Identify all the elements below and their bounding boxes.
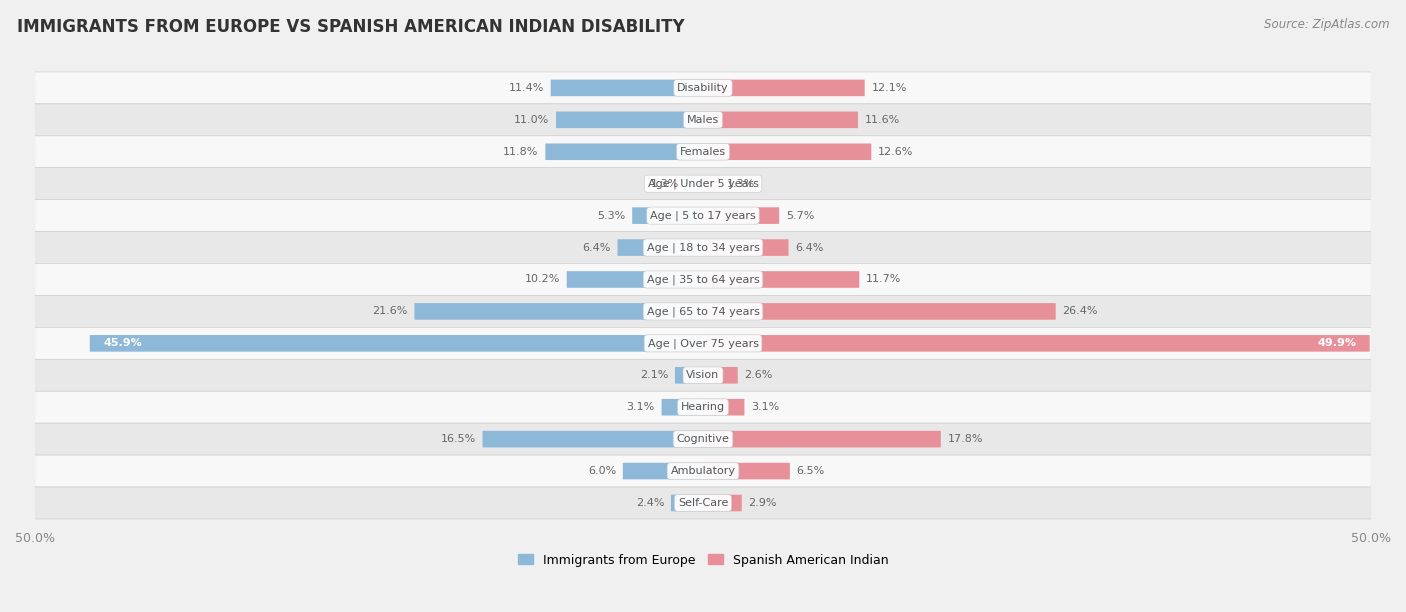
- Text: Age | 65 to 74 years: Age | 65 to 74 years: [647, 306, 759, 316]
- Text: Males: Males: [688, 115, 718, 125]
- FancyBboxPatch shape: [35, 455, 1371, 487]
- Text: 5.7%: 5.7%: [786, 211, 814, 220]
- Text: Age | 18 to 34 years: Age | 18 to 34 years: [647, 242, 759, 253]
- FancyBboxPatch shape: [662, 399, 703, 416]
- Text: Age | Under 5 years: Age | Under 5 years: [648, 179, 758, 189]
- FancyBboxPatch shape: [703, 176, 720, 192]
- FancyBboxPatch shape: [35, 72, 1371, 104]
- FancyBboxPatch shape: [415, 303, 703, 319]
- Text: 6.4%: 6.4%: [582, 242, 610, 253]
- Text: 2.6%: 2.6%: [744, 370, 773, 380]
- FancyBboxPatch shape: [703, 367, 738, 384]
- FancyBboxPatch shape: [703, 494, 742, 511]
- FancyBboxPatch shape: [703, 271, 859, 288]
- FancyBboxPatch shape: [703, 80, 865, 96]
- Text: Ambulatory: Ambulatory: [671, 466, 735, 476]
- FancyBboxPatch shape: [35, 136, 1371, 168]
- Text: Age | Over 75 years: Age | Over 75 years: [648, 338, 758, 349]
- FancyBboxPatch shape: [623, 463, 703, 479]
- FancyBboxPatch shape: [703, 207, 779, 224]
- FancyBboxPatch shape: [703, 239, 789, 256]
- FancyBboxPatch shape: [703, 463, 790, 479]
- FancyBboxPatch shape: [703, 399, 744, 416]
- FancyBboxPatch shape: [35, 359, 1371, 391]
- Text: 11.7%: 11.7%: [866, 275, 901, 285]
- Text: 16.5%: 16.5%: [440, 434, 475, 444]
- Text: Age | 5 to 17 years: Age | 5 to 17 years: [650, 211, 756, 221]
- FancyBboxPatch shape: [35, 104, 1371, 136]
- FancyBboxPatch shape: [703, 431, 941, 447]
- Legend: Immigrants from Europe, Spanish American Indian: Immigrants from Europe, Spanish American…: [513, 548, 893, 572]
- Text: Vision: Vision: [686, 370, 720, 380]
- Text: 12.6%: 12.6%: [877, 147, 914, 157]
- Text: Disability: Disability: [678, 83, 728, 93]
- Text: Hearing: Hearing: [681, 402, 725, 412]
- Text: 11.4%: 11.4%: [509, 83, 544, 93]
- Text: IMMIGRANTS FROM EUROPE VS SPANISH AMERICAN INDIAN DISABILITY: IMMIGRANTS FROM EUROPE VS SPANISH AMERIC…: [17, 18, 685, 36]
- FancyBboxPatch shape: [35, 327, 1371, 359]
- FancyBboxPatch shape: [551, 80, 703, 96]
- FancyBboxPatch shape: [35, 487, 1371, 519]
- Text: 11.0%: 11.0%: [515, 115, 550, 125]
- Text: 21.6%: 21.6%: [373, 307, 408, 316]
- Text: 26.4%: 26.4%: [1063, 307, 1098, 316]
- Text: 11.8%: 11.8%: [503, 147, 538, 157]
- Text: 1.3%: 1.3%: [727, 179, 755, 188]
- FancyBboxPatch shape: [482, 431, 703, 447]
- Text: 2.1%: 2.1%: [640, 370, 668, 380]
- FancyBboxPatch shape: [35, 168, 1371, 200]
- FancyBboxPatch shape: [35, 264, 1371, 296]
- Text: 49.9%: 49.9%: [1317, 338, 1357, 348]
- FancyBboxPatch shape: [703, 335, 1369, 352]
- Text: 6.0%: 6.0%: [588, 466, 616, 476]
- FancyBboxPatch shape: [35, 296, 1371, 327]
- FancyBboxPatch shape: [35, 391, 1371, 423]
- FancyBboxPatch shape: [675, 367, 703, 384]
- Text: 45.9%: 45.9%: [103, 338, 142, 348]
- FancyBboxPatch shape: [703, 303, 1056, 319]
- Text: Self-Care: Self-Care: [678, 498, 728, 508]
- FancyBboxPatch shape: [35, 200, 1371, 231]
- FancyBboxPatch shape: [90, 335, 703, 352]
- FancyBboxPatch shape: [617, 239, 703, 256]
- Text: 1.3%: 1.3%: [651, 179, 679, 188]
- Text: Cognitive: Cognitive: [676, 434, 730, 444]
- Text: Age | 35 to 64 years: Age | 35 to 64 years: [647, 274, 759, 285]
- Text: 3.1%: 3.1%: [751, 402, 779, 412]
- Text: 2.4%: 2.4%: [636, 498, 664, 508]
- FancyBboxPatch shape: [555, 111, 703, 128]
- Text: 17.8%: 17.8%: [948, 434, 983, 444]
- Text: 6.5%: 6.5%: [797, 466, 825, 476]
- Text: 2.9%: 2.9%: [748, 498, 778, 508]
- Text: 6.4%: 6.4%: [796, 242, 824, 253]
- Text: 5.3%: 5.3%: [598, 211, 626, 220]
- Text: 12.1%: 12.1%: [872, 83, 907, 93]
- FancyBboxPatch shape: [703, 111, 858, 128]
- FancyBboxPatch shape: [35, 231, 1371, 264]
- FancyBboxPatch shape: [633, 207, 703, 224]
- FancyBboxPatch shape: [35, 423, 1371, 455]
- FancyBboxPatch shape: [567, 271, 703, 288]
- FancyBboxPatch shape: [703, 143, 872, 160]
- Text: Source: ZipAtlas.com: Source: ZipAtlas.com: [1264, 18, 1389, 31]
- FancyBboxPatch shape: [546, 143, 703, 160]
- Text: Females: Females: [681, 147, 725, 157]
- FancyBboxPatch shape: [671, 494, 703, 511]
- FancyBboxPatch shape: [686, 176, 703, 192]
- Text: 3.1%: 3.1%: [627, 402, 655, 412]
- Text: 11.6%: 11.6%: [865, 115, 900, 125]
- Text: 10.2%: 10.2%: [524, 275, 560, 285]
